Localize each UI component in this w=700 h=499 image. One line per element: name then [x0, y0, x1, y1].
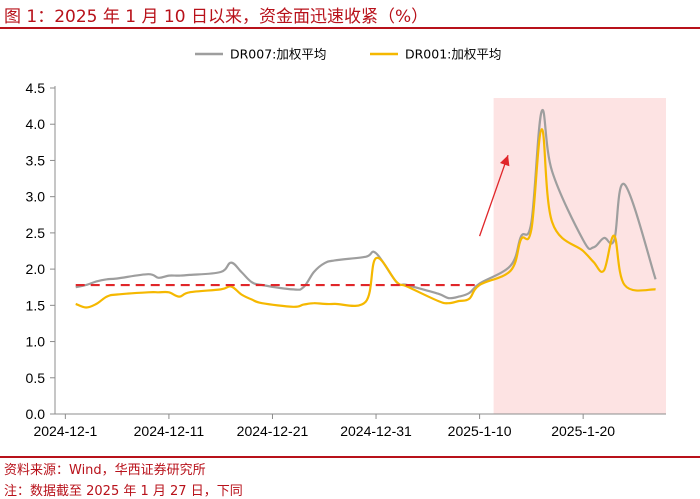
chart: DR007:加权平均 DR001:加权平均 0.0 0.5 1.0 1.5 2.0 2.5 3…	[26, 47, 666, 439]
x-tick-label: 2024-12-11	[134, 423, 205, 439]
footer-note: 注：数据截至 2025 年 1 月 27 日，下同	[4, 484, 243, 499]
x-tick-label: 2024-12-1	[33, 423, 97, 439]
series-line-dr001	[75, 128, 656, 309]
y-tick-label: 2.0	[26, 261, 46, 277]
x-tick-label: 2024-12-21	[237, 423, 309, 439]
x-tick-label: 2025-1-10	[448, 423, 512, 439]
trend-arrow	[478, 154, 509, 237]
highlight-band	[493, 98, 666, 414]
y-tick-label: 1.0	[26, 334, 46, 350]
x-tick-label: 2024-12-31	[340, 423, 412, 439]
title-rule	[0, 27, 700, 29]
legend-label: DR001:加权平均	[405, 47, 501, 62]
legend: DR007:加权平均 DR001:加权平均	[195, 47, 501, 62]
y-tick-label: 1.5	[26, 297, 46, 313]
y-tick-label: 3.0	[26, 189, 46, 205]
legend-label: DR007:加权平均	[230, 47, 326, 62]
y-tick-label: 0.0	[26, 406, 46, 422]
y-tick-label: 3.5	[26, 152, 46, 168]
y-tick-label: 4.5	[26, 80, 46, 96]
page-title: 图 1：2025 年 1 月 10 日以来，资金面迅速收紧（%）	[4, 7, 429, 27]
axes: 0.0 0.5 1.0 1.5 2.0 2.5 3.0 3.5 4.0 4.5 2024-12-1 2…	[26, 80, 666, 439]
y-tick-label: 2.5	[26, 225, 46, 241]
y-tick-label: 4.0	[26, 116, 46, 132]
x-tick-label: 2025-1-20	[551, 423, 615, 439]
y-tick-label: 0.5	[26, 370, 46, 386]
footer-rule	[0, 456, 700, 458]
series-line-dr007	[75, 109, 657, 300]
footer-source: 资料来源：Wind，华西证券研究所	[4, 463, 206, 478]
trend-arrow-head	[499, 155, 510, 167]
